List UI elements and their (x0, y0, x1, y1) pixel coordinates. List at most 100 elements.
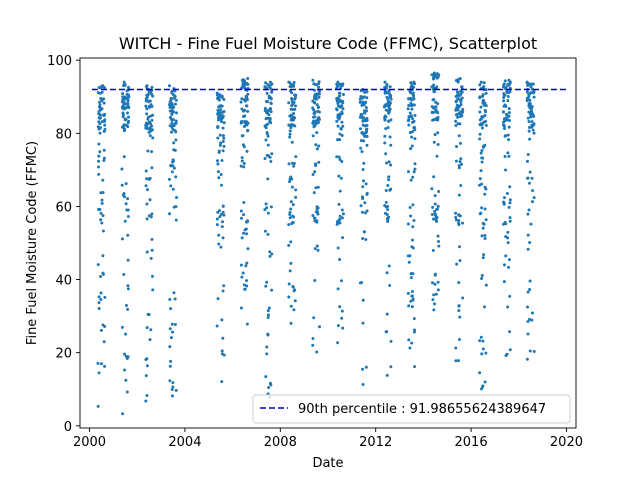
scatter-point (387, 110, 391, 114)
scatter-point (245, 123, 249, 127)
scatter-point (431, 205, 435, 209)
scatter-point (384, 330, 388, 334)
scatter-point (288, 180, 292, 184)
scatter-point (266, 134, 270, 138)
scatter-point (246, 129, 250, 133)
scatter-point (457, 219, 461, 223)
scatter-point (432, 98, 436, 102)
scatter-point (311, 78, 315, 82)
scatter-point (243, 287, 247, 291)
scatter-point (101, 178, 105, 182)
scatter-point (242, 165, 246, 169)
scatter-point (506, 305, 510, 309)
scatter-point (266, 143, 270, 147)
scatter-point (384, 200, 388, 204)
scatter-point (168, 345, 172, 349)
scatter-point (433, 210, 437, 214)
scatter-point (385, 95, 389, 99)
scatter-point (412, 218, 416, 222)
scatter-point (413, 167, 417, 171)
scatter-point (479, 80, 483, 84)
scatter-point (290, 91, 294, 95)
scatter-point (101, 254, 105, 258)
scatter-point (457, 304, 461, 308)
scatter-point (436, 288, 440, 292)
scatter-point (145, 107, 149, 111)
scatter-point (502, 127, 506, 131)
scatter-point (507, 154, 511, 158)
scatter-point (411, 175, 415, 179)
scatter-point (290, 140, 294, 144)
scatter-point (217, 209, 221, 213)
scatter-point (315, 350, 319, 354)
scatter-point (265, 153, 269, 157)
scatter-point (434, 214, 438, 218)
scatter-point (219, 108, 223, 112)
scatter-point (147, 130, 151, 134)
scatter-point (364, 134, 368, 138)
scatter-point (243, 99, 247, 103)
scatter-point (481, 156, 485, 160)
scatter-point (150, 237, 154, 241)
scatter-point (527, 129, 531, 133)
scatter-point (169, 184, 173, 188)
scatter-point (243, 108, 247, 112)
scatter-point (435, 85, 439, 89)
scatter-point (478, 177, 482, 181)
scatter-point (240, 156, 244, 160)
scatter-point (479, 105, 483, 109)
scatter-point (383, 134, 387, 138)
scatter-point (457, 281, 461, 285)
scatter-point (168, 364, 172, 368)
y-axis-label: Fine Fuel Moisture Code (FFMC) (25, 141, 40, 345)
scatter-point (292, 112, 296, 116)
scatter-point (456, 112, 460, 116)
scatter-point (122, 195, 126, 199)
scatter-point (124, 123, 128, 127)
scatter-point (220, 349, 224, 353)
scatter-point (364, 106, 368, 110)
scatter-point (506, 133, 510, 137)
scatter-point (384, 115, 388, 119)
scatter-point (147, 177, 151, 181)
scatter-point (148, 105, 152, 109)
scatter-point (436, 204, 440, 208)
scatter-point (168, 379, 172, 383)
scatter-point (479, 151, 483, 155)
scatter-point (528, 102, 532, 106)
scatter-point (147, 100, 151, 104)
y-tick-label: 20 (55, 347, 72, 362)
scatter-point (294, 188, 298, 192)
scatter-point (216, 170, 220, 174)
scatter-point (410, 305, 414, 309)
scatter-point (341, 236, 345, 240)
scatter-point (461, 107, 465, 111)
scatter-point (316, 121, 320, 125)
scatter-point (97, 159, 101, 163)
scatter-point (484, 218, 488, 222)
scatter-point (126, 307, 130, 311)
scatter-point (484, 283, 488, 287)
scatter-point (313, 170, 317, 174)
scatter-point (266, 313, 270, 317)
scatter-point (481, 226, 485, 230)
scatter-point (270, 152, 274, 156)
scatter-point (121, 97, 125, 101)
scatter-point (340, 112, 344, 116)
scatter-point (314, 210, 318, 214)
scatter-point (263, 156, 267, 160)
scatter-point (388, 188, 392, 192)
scatter-point (359, 112, 363, 116)
scatter-point (482, 305, 486, 309)
scatter-point (221, 126, 225, 130)
scatter-point (174, 175, 178, 179)
scatter-point (340, 133, 344, 137)
scatter-point (97, 295, 101, 299)
scatter-point (268, 254, 272, 258)
scatter-point (120, 183, 124, 187)
scatter-point (364, 131, 368, 135)
scatter-point (245, 232, 249, 236)
scatter-point (311, 173, 315, 177)
scatter-point (102, 86, 106, 90)
